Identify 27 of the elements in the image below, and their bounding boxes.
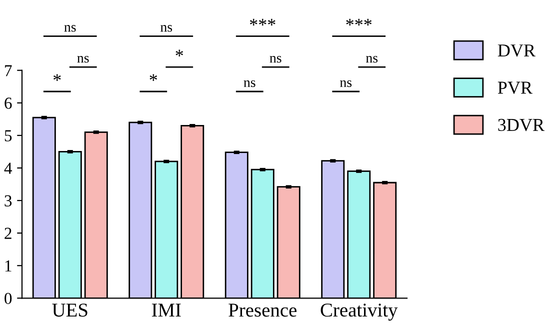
- text: ns: [64, 25, 76, 32]
- y-tick-label: 4: [4, 162, 12, 174]
- legend-label: PVR: [498, 82, 532, 94]
- text: *: [176, 50, 184, 56]
- y-tick-label: 1: [5, 260, 12, 272]
- annotation: ns: [340, 80, 352, 88]
- y-tick-label: 3: [4, 195, 12, 206]
- text: ns: [77, 56, 89, 63]
- annotation: ns: [244, 80, 256, 88]
- text: ns: [366, 56, 378, 63]
- y-tick-label: 2: [4, 228, 12, 239]
- legend-label: 3DVR: [498, 118, 545, 132]
- annotation: *: [54, 74, 61, 81]
- x-tick-label: UES: [52, 304, 88, 317]
- y-tick-label: 5: [4, 130, 12, 142]
- y-tick-label: 6: [4, 98, 12, 109]
- x-tick-label: Presence: [228, 304, 296, 317]
- x-tick-label: Creativity: [320, 304, 398, 321]
- text: ***: [250, 18, 276, 26]
- y-tick-label: 7: [5, 65, 12, 76]
- text: ns: [270, 56, 282, 63]
- x-tick-label: IMI: [152, 304, 181, 317]
- annotation: *: [150, 74, 158, 81]
- legend-label: DVR: [498, 44, 536, 57]
- text: ns: [160, 25, 172, 32]
- y-tick-label: 0: [4, 292, 12, 304]
- text: ***: [346, 18, 372, 26]
